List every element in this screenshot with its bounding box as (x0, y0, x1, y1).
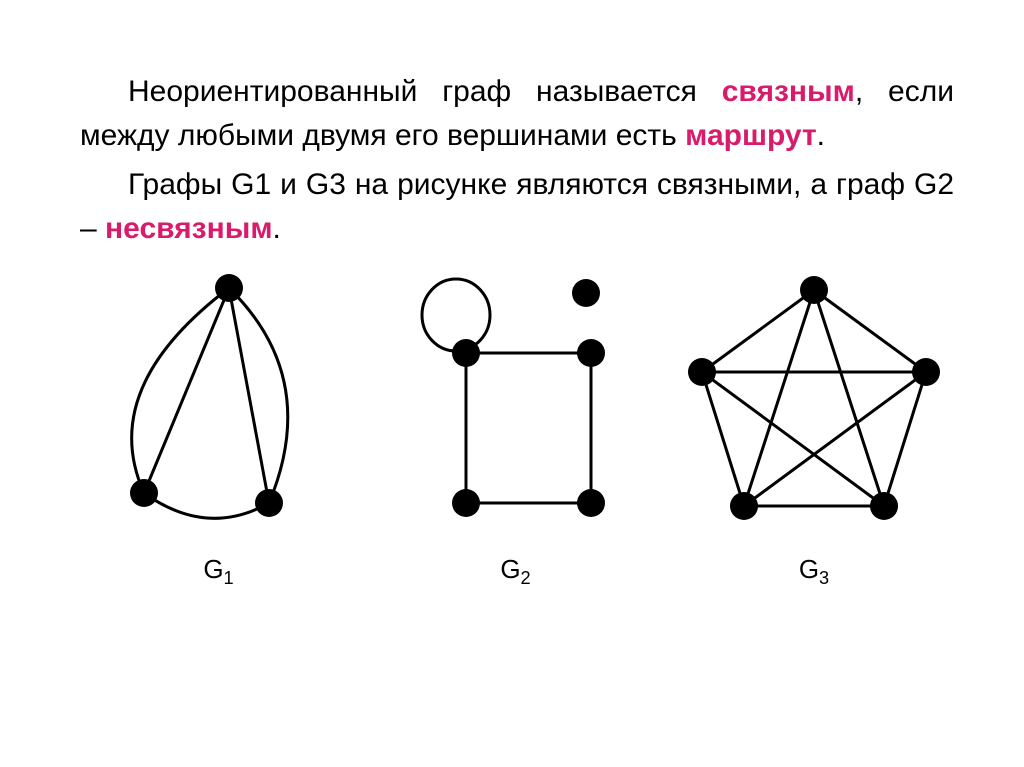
caption-g1-letter: G (203, 554, 223, 584)
diagrams-row: G1 G2 G3 (80, 268, 954, 589)
caption-g1-sub: 1 (224, 568, 234, 588)
graph-node (215, 274, 243, 302)
graph-g1-svg (89, 268, 349, 548)
graph-edge (144, 493, 269, 518)
graph-node (800, 276, 828, 304)
diagram-g3: G3 (674, 268, 954, 589)
graph-edge (229, 288, 288, 503)
p1-highlight-2: маршрут (685, 119, 816, 152)
caption-g3-letter: G (799, 554, 819, 584)
caption-g3-sub: 3 (819, 568, 829, 588)
graph-g2-svg (386, 268, 646, 548)
graph-edge (814, 290, 884, 506)
caption-g3: G3 (799, 554, 829, 589)
graph-edge (744, 372, 926, 506)
graph-edge (702, 290, 814, 372)
diagram-g2: G2 (377, 268, 654, 589)
graph-edge (131, 288, 228, 493)
graph-edge (422, 279, 490, 351)
graph-edge (814, 290, 926, 372)
graph-node (730, 492, 758, 520)
graph-node (577, 339, 605, 367)
graph-edge (702, 372, 744, 506)
graph-node (452, 339, 480, 367)
paragraph-2: Графы G1 и G3 на рисунке являются связны… (80, 163, 954, 250)
graph-node (577, 489, 605, 517)
p2-highlight-1: несвязным (105, 212, 273, 245)
graph-node (452, 489, 480, 517)
graph-node (870, 492, 898, 520)
page: Неориентированный граф называется связны… (0, 0, 1024, 619)
graph-node (688, 358, 716, 386)
graph-edge (144, 288, 229, 493)
diagram-g1: G1 (80, 268, 357, 589)
graph-node (130, 479, 158, 507)
graph-node (572, 279, 600, 307)
graph-g3-svg (674, 268, 954, 548)
graph-node (912, 358, 940, 386)
graph-edge (229, 288, 269, 503)
graph-node (255, 489, 283, 517)
caption-g2: G2 (500, 554, 530, 589)
caption-g2-sub: 2 (521, 568, 531, 588)
graph-edge (702, 372, 884, 506)
graph-edge (884, 372, 926, 506)
paragraph-1: Неориентированный граф называется связны… (80, 70, 954, 157)
p2-text-c: . (273, 212, 281, 245)
caption-g1: G1 (203, 554, 233, 589)
caption-g2-letter: G (500, 554, 520, 584)
p1-highlight-1: связным (722, 75, 855, 108)
p1-text-a: Неориентированный граф называется (128, 75, 722, 108)
p1-text-c: . (817, 119, 825, 152)
graph-edge (744, 290, 814, 506)
